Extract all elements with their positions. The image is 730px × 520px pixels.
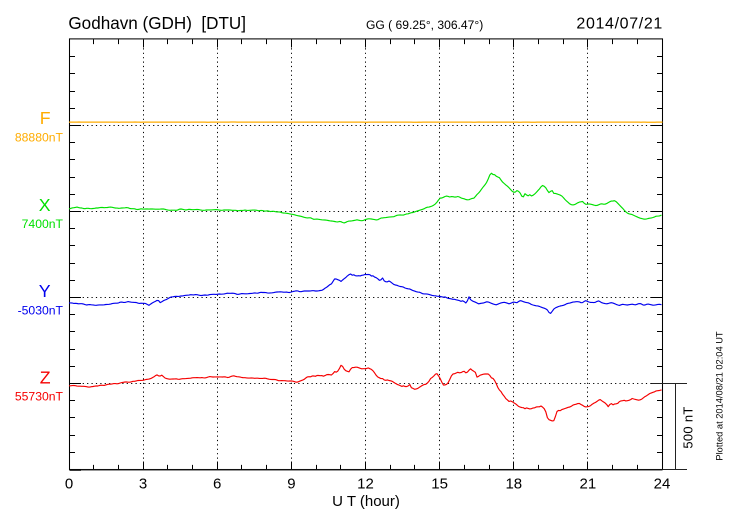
svg-text:55730nT: 55730nT: [15, 390, 64, 404]
svg-text:6: 6: [213, 476, 221, 493]
svg-text:18: 18: [505, 476, 522, 493]
svg-text:15: 15: [431, 476, 448, 493]
svg-text:9: 9: [287, 476, 295, 493]
svg-text:0: 0: [65, 476, 73, 493]
svg-text:21: 21: [580, 476, 597, 493]
svg-text:GG ( 69.25°, 306.47°): GG ( 69.25°, 306.47°): [366, 18, 483, 32]
svg-text:3: 3: [139, 476, 147, 493]
svg-text:F: F: [40, 108, 51, 128]
svg-text:-5030nT: -5030nT: [18, 303, 64, 317]
svg-text:24: 24: [654, 476, 671, 493]
svg-text:7400nT: 7400nT: [22, 217, 64, 231]
svg-text:X: X: [39, 195, 51, 215]
svg-text:U T (hour): U T (hour): [332, 493, 400, 510]
svg-text:2014/07/21: 2014/07/21: [576, 16, 663, 33]
svg-text:Plotted at 2014/08/21 02:04 UT: Plotted at 2014/08/21 02:04 UT: [714, 331, 724, 461]
svg-text:Y: Y: [39, 281, 51, 301]
svg-text:12: 12: [357, 476, 374, 493]
svg-text:500 nT: 500 nT: [681, 406, 696, 448]
svg-text:Z: Z: [40, 368, 51, 388]
svg-text:Godhavn (GDH) [DTU]: Godhavn (GDH) [DTU]: [68, 14, 246, 33]
svg-text:88880nT: 88880nT: [15, 131, 64, 145]
